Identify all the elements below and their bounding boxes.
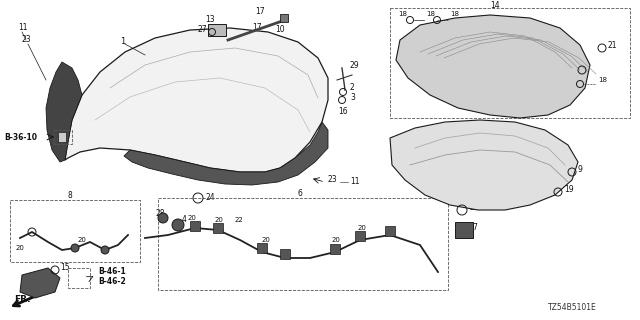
Bar	[208, 24, 226, 36]
Bar	[190, 221, 200, 231]
Text: 20: 20	[188, 215, 197, 221]
Bar	[54, 130, 72, 144]
Bar	[68, 268, 90, 288]
Text: 20: 20	[16, 245, 25, 251]
Text: 5: 5	[32, 278, 37, 287]
Text: 8: 8	[68, 191, 73, 201]
Text: 11: 11	[350, 178, 360, 187]
Text: 18: 18	[426, 11, 435, 17]
Text: 20: 20	[262, 237, 271, 243]
Text: 18: 18	[598, 77, 607, 83]
Bar	[390, 8, 630, 118]
Text: 17: 17	[255, 7, 264, 17]
Text: 14: 14	[490, 2, 500, 11]
Text: B-36-10: B-36-10	[4, 133, 37, 142]
Text: 18: 18	[570, 62, 579, 68]
Bar	[58, 132, 66, 142]
Bar	[280, 14, 288, 22]
Circle shape	[71, 244, 79, 252]
Bar	[330, 244, 340, 254]
Polygon shape	[65, 28, 328, 172]
Bar	[257, 243, 267, 253]
Circle shape	[101, 246, 109, 254]
Text: 18: 18	[398, 11, 407, 17]
Text: 2: 2	[350, 84, 355, 92]
Circle shape	[158, 213, 168, 223]
Text: 3: 3	[350, 93, 355, 102]
Text: TZ54B5101E: TZ54B5101E	[548, 303, 596, 313]
Text: 20: 20	[332, 237, 341, 243]
Text: 10: 10	[275, 26, 285, 35]
Polygon shape	[46, 62, 82, 162]
Text: 18: 18	[450, 11, 459, 17]
Bar	[158, 198, 448, 290]
Text: 1: 1	[120, 37, 125, 46]
Text: 6: 6	[298, 188, 303, 197]
Text: 18: 18	[570, 77, 579, 83]
Bar	[280, 249, 290, 259]
Text: 21: 21	[608, 42, 618, 51]
Bar	[10, 200, 140, 262]
Bar	[455, 222, 473, 238]
Text: 11: 11	[18, 23, 28, 33]
Bar	[385, 226, 395, 236]
Text: 23: 23	[327, 175, 337, 185]
Text: 22: 22	[235, 217, 244, 223]
Text: 9: 9	[578, 165, 583, 174]
Bar	[355, 231, 365, 241]
Text: 20: 20	[358, 225, 367, 231]
Text: 29: 29	[350, 60, 360, 69]
Text: 17: 17	[252, 23, 262, 33]
Text: 27: 27	[198, 26, 207, 35]
Text: 16: 16	[338, 108, 348, 116]
Text: 13: 13	[205, 15, 214, 25]
Polygon shape	[390, 120, 578, 210]
Text: 24: 24	[206, 194, 216, 203]
Text: 15: 15	[60, 263, 70, 273]
Text: 23: 23	[21, 36, 31, 44]
Bar	[213, 223, 223, 233]
Text: FR.: FR.	[14, 295, 31, 305]
Text: 28: 28	[155, 209, 164, 218]
Polygon shape	[124, 122, 328, 185]
Text: 20: 20	[78, 237, 87, 243]
Polygon shape	[20, 268, 60, 298]
Text: 7: 7	[472, 223, 477, 233]
Text: 25: 25	[470, 204, 479, 212]
Text: B-46-2: B-46-2	[98, 277, 125, 286]
Polygon shape	[396, 15, 590, 118]
Circle shape	[172, 219, 184, 231]
Text: B-46-1: B-46-1	[98, 268, 125, 276]
Text: 20: 20	[215, 217, 224, 223]
Text: 4: 4	[182, 215, 187, 225]
Text: 19: 19	[564, 186, 573, 195]
